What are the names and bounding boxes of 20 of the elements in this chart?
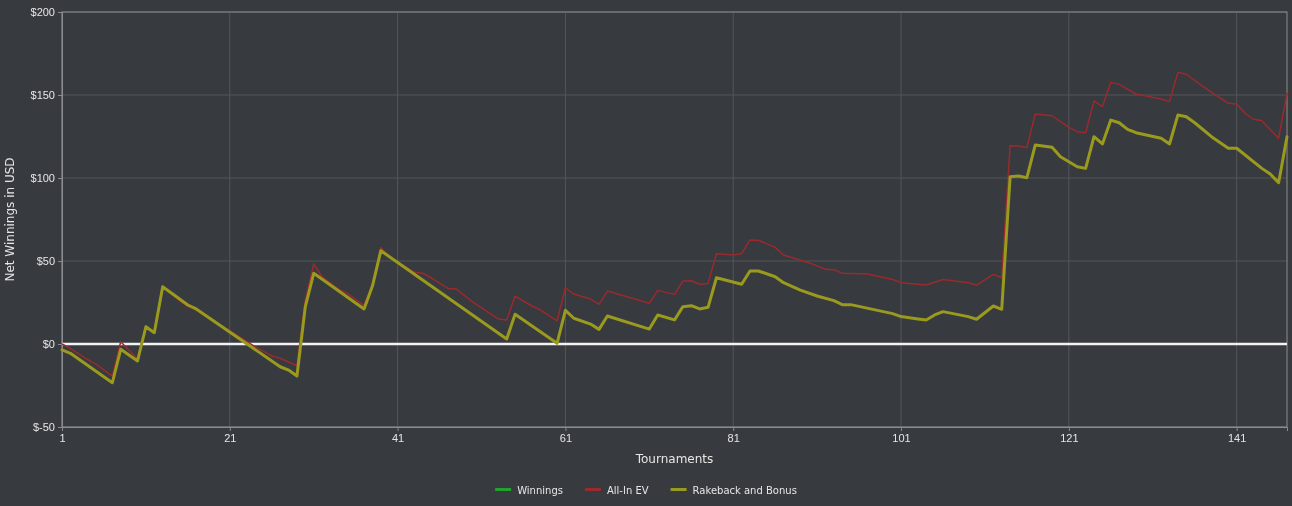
x-tick-label: 1 <box>59 431 66 444</box>
x-tick-label: 141 <box>1227 431 1247 444</box>
legend-label: All-In EV <box>606 485 649 496</box>
y-tick-label: $-50 <box>32 421 55 434</box>
y-tick-label: $150 <box>30 89 55 102</box>
x-axis-title: Tournaments <box>634 452 714 466</box>
x-tick-label: 41 <box>391 431 405 444</box>
y-tick-label: $50 <box>36 255 55 268</box>
y-tick-label: $100 <box>30 172 55 185</box>
x-tick-label: 81 <box>727 431 740 444</box>
legend-label: Rakeback and Bonus <box>692 485 797 496</box>
x-tick-label: 21 <box>224 431 237 444</box>
x-tick-label: 121 <box>1060 431 1079 444</box>
line-series <box>60 113 1289 385</box>
legend-label: Winnings <box>517 485 563 496</box>
y-axis-title: Net Winnings in USD <box>3 157 17 282</box>
y-tick-label: $0 <box>42 338 55 351</box>
x-tick-label: 61 <box>559 431 573 444</box>
x-tick-label: 101 <box>892 431 911 444</box>
y-tick-label: $200 <box>30 6 55 19</box>
